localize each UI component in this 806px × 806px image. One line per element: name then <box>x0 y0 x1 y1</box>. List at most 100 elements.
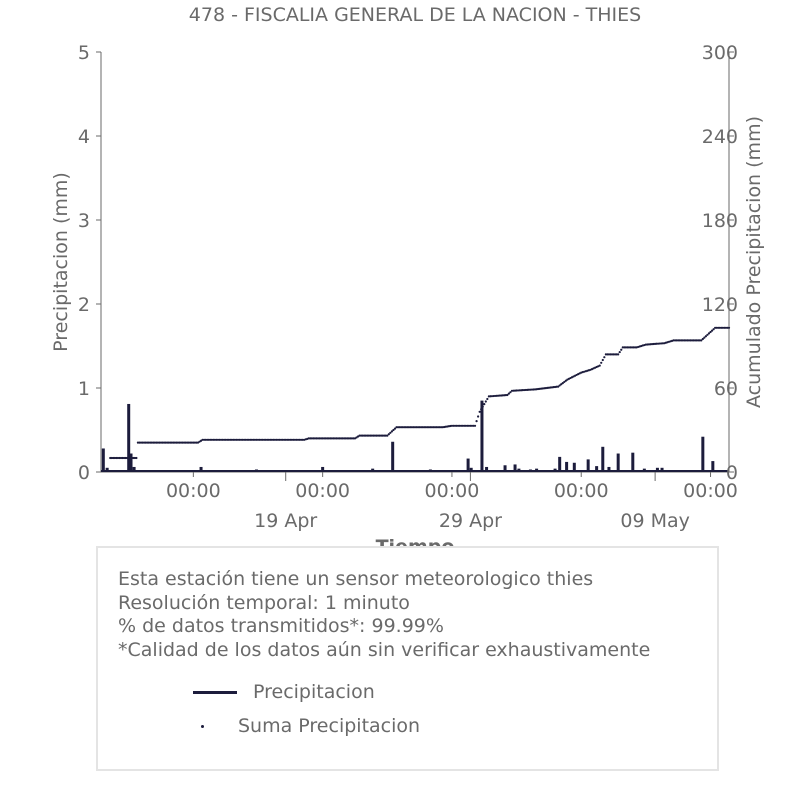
precipitation-bar <box>553 468 557 472</box>
cumulative-dot <box>600 361 603 364</box>
cumulative-dot <box>386 434 389 437</box>
precipitation-bar <box>558 456 562 472</box>
cumulative-dot <box>147 441 150 444</box>
cumulative-dot <box>169 441 172 444</box>
cumulative-dot <box>627 346 631 349</box>
cumulative-dot <box>401 426 404 429</box>
cumulative-dot <box>256 438 260 441</box>
cumulative-dot <box>350 437 353 440</box>
precipitation-bar <box>565 461 569 472</box>
cumulative-dot <box>149 441 152 444</box>
info-panel: Esta estación tiene un sensor meteorolog… <box>96 546 719 771</box>
cumulative-dot <box>138 441 141 444</box>
cumulative-dot <box>223 438 226 441</box>
cumulative-dot <box>563 380 566 384</box>
cumulative-dot <box>170 441 173 444</box>
cumulative-dot <box>701 337 704 341</box>
precipitation-bar <box>132 466 136 472</box>
cumulative-dot <box>440 426 443 429</box>
cumulative-dot <box>477 415 480 418</box>
cumulative-dot <box>509 391 512 394</box>
cumulative-dots <box>109 326 731 460</box>
cumulative-dot <box>192 441 195 444</box>
cumulative-dot <box>238 438 241 441</box>
x-tick-major-label: 09 May <box>620 510 690 532</box>
cumulative-dot <box>156 441 160 444</box>
cumulative-dot <box>226 438 229 441</box>
precipitation-bar <box>535 468 539 472</box>
cumulative-dot <box>187 441 190 444</box>
y-tick-right-label: 180 <box>702 210 738 232</box>
cumulative-dot <box>720 326 723 329</box>
precipitation-bar <box>607 466 611 472</box>
legend-dot-marker <box>201 724 204 728</box>
cumulative-dot <box>358 434 361 437</box>
cumulative-dot <box>724 326 728 329</box>
cumulative-dot <box>344 437 347 440</box>
cumulative-dot <box>672 339 675 342</box>
cumulative-dot <box>461 424 464 427</box>
cumulative-dot <box>115 456 118 460</box>
cumulative-dot <box>127 456 130 460</box>
cumulative-dot <box>624 346 627 349</box>
info-text: Esta estación tiene un sensor meteorolog… <box>118 568 650 662</box>
cumulative-dot <box>173 441 176 444</box>
chart-axes <box>96 51 734 481</box>
precipitation-bar <box>517 468 521 472</box>
x-tick-minor-label: 00:00 <box>295 480 350 502</box>
cumulative-dot <box>230 438 233 441</box>
cumulative-dot <box>298 438 301 441</box>
cumulative-dot <box>113 456 116 460</box>
cumulative-dot <box>144 441 147 444</box>
cumulative-dot <box>209 438 212 441</box>
cumulative-dot <box>452 424 455 427</box>
cumulative-dot <box>267 438 270 441</box>
cumulative-dot <box>429 426 432 429</box>
cumulative-dot <box>694 339 697 342</box>
cumulative-dot <box>561 382 564 385</box>
cumulative-dot <box>213 438 217 441</box>
cumulative-dot <box>683 339 686 342</box>
cumulative-dot <box>284 438 287 441</box>
cumulative-dot <box>235 438 238 441</box>
cumulative-dot <box>261 438 264 441</box>
cumulative-dot <box>183 441 186 444</box>
cumulative-dot <box>241 438 244 441</box>
cumulative-dot <box>617 353 620 356</box>
cumulative-dot <box>615 353 618 356</box>
info-line-sensor: Esta estación tiene un sensor meteorolog… <box>118 568 594 590</box>
precipitation-bar <box>199 466 203 472</box>
precipitation-bar <box>466 458 470 472</box>
cumulative-dot <box>620 348 623 351</box>
cumulative-dot <box>276 438 280 441</box>
cumulative-dot <box>249 438 252 441</box>
cumulative-dot <box>712 328 715 331</box>
cumulative-dot <box>286 438 289 441</box>
cumulative-dot <box>389 431 392 434</box>
cumulative-dot <box>675 339 678 342</box>
cumulative-dot <box>381 434 384 437</box>
cumulative-dot <box>387 433 390 436</box>
cumulative-dot <box>318 437 321 440</box>
cumulative-dot <box>376 434 380 437</box>
precipitation-bar <box>105 467 109 472</box>
cumulative-dot <box>290 438 293 441</box>
cumulative-dot <box>393 427 397 430</box>
cumulative-dot <box>255 438 258 441</box>
cumulative-dot <box>109 456 112 460</box>
y-tick-left-label: 1 <box>78 378 90 400</box>
cumulative-dot <box>430 426 434 429</box>
cumulative-dot <box>133 456 136 460</box>
precipitation-bar <box>616 453 620 472</box>
cumulative-dot <box>726 326 729 329</box>
cumulative-dot <box>323 437 326 440</box>
cumulative-dot <box>141 441 144 444</box>
cumulative-dot <box>698 339 701 342</box>
precipitation-bar <box>572 462 576 472</box>
cumulative-dot <box>263 438 266 441</box>
cumulative-dot <box>266 438 269 441</box>
cumulative-dot <box>618 350 621 354</box>
precipitation-bar <box>701 436 705 472</box>
cumulative-dot <box>210 438 213 441</box>
y-tick-left-label: 3 <box>78 210 90 232</box>
